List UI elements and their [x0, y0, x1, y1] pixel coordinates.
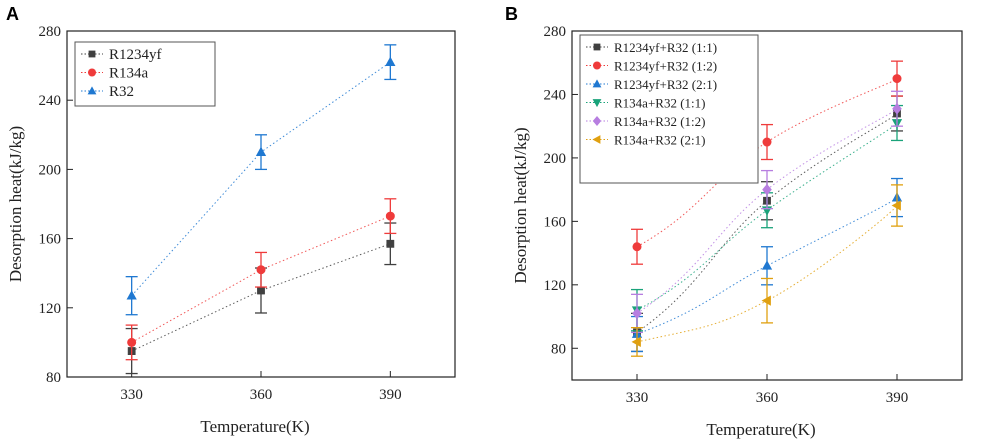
- y-tick-label-b-280: 280: [544, 24, 567, 40]
- data-point-b-5-1: [761, 295, 771, 306]
- legend-item-b-2: R1234yf+R32 (2:1): [586, 77, 717, 92]
- chart-panel-a: 80 120 160 200 240 280 330 360 390 Temperature(K)…: [6, 24, 456, 436]
- legend-label-b-2: R1234yf+R32 (2:1): [614, 77, 717, 92]
- y-tick-label-b-200: 200: [544, 151, 567, 167]
- legend-marker-b-5: [592, 135, 601, 144]
- legend-label-a-1: R134a: [109, 66, 149, 82]
- legend-marker-b-2: [592, 79, 602, 88]
- data-point-b-4-2: [892, 103, 902, 115]
- y-axis-title-a: Desorption heat(kJ/kg): [6, 126, 25, 282]
- legend-label-a-2: R32: [109, 84, 134, 100]
- y-tick-label-a-240: 240: [39, 93, 62, 109]
- legend-marker-a-0: [88, 50, 96, 58]
- series-line-b-4: [636, 108, 898, 314]
- legend-marker-b-3: [592, 99, 602, 108]
- y-tick-label-b-160: 160: [544, 214, 567, 230]
- legend-label-b-0: R1234yf+R32 (1:1): [614, 40, 717, 55]
- legend-label-b-4: R134a+R32 (1:2): [614, 114, 705, 129]
- legend-marker-a-2: [87, 86, 97, 95]
- legend-label-b-1: R1234yf+R32 (1:2): [614, 59, 717, 74]
- legend-item-a-2: R32: [81, 84, 134, 100]
- data-point-b-1-1: [762, 137, 772, 147]
- data-point-a-0-1: [257, 286, 265, 295]
- data-point-a-2-0: [126, 290, 137, 300]
- y-axis-title-b: Desorption heat(kJ/kg): [511, 127, 530, 283]
- legend-label-a-0: R1234yf: [109, 47, 162, 63]
- data-point-b-5-2: [891, 200, 901, 211]
- data-point-a-2-2: [385, 56, 396, 67]
- y-tick-label-b-240: 240: [544, 87, 567, 103]
- x-tick-label-b-390: 390: [886, 390, 909, 406]
- y-tick-label-b-80: 80: [551, 341, 566, 357]
- y-tick-label-a-280: 280: [39, 24, 62, 40]
- legend-marker-b-1: [593, 61, 601, 70]
- legend-marker-b-0: [593, 43, 601, 51]
- data-point-b-4-0: [632, 307, 642, 320]
- legend-b: R1234yf+R32 (1:1) R1234yf+R32 (1:2) R1234y…: [579, 34, 759, 184]
- data-point-b-1-2: [892, 74, 902, 84]
- legend-marker-b-4: [592, 116, 602, 126]
- chart-panel-b: 80 120 160 200 240 280 330 360 390 Temperature(K)…: [511, 24, 963, 439]
- data-point-a-0-2: [386, 239, 395, 248]
- series-line-b-1: [636, 78, 898, 248]
- legend-item-a-1: R134a: [81, 66, 149, 82]
- legend-marker-a-1: [88, 68, 96, 77]
- legend-a: R1234yf R134a R32: [74, 41, 216, 107]
- x-axis-title-a: Temperature(K): [200, 417, 309, 436]
- data-point-b-1-0: [632, 242, 642, 252]
- legend-item-b-1: R1234yf+R32 (1:2): [586, 59, 717, 74]
- x-tick-label-a-390: 390: [379, 387, 402, 403]
- legend-item-b-4: R134a+R32 (1:2): [586, 114, 705, 129]
- y-tick-label-a-200: 200: [39, 162, 62, 178]
- y-tick-label-b-120: 120: [544, 278, 567, 294]
- y-tick-label-a-120: 120: [39, 301, 62, 317]
- legend-item-b-0: R1234yf+R32 (1:1): [586, 40, 717, 55]
- data-point-a-1-2: [385, 211, 395, 221]
- x-tick-label-a-360: 360: [250, 387, 273, 403]
- data-point-a-1-1: [256, 265, 266, 275]
- legend-item-b-3: R134a+R32 (1:1): [586, 96, 705, 111]
- x-tick-label-a-330: 330: [120, 387, 143, 403]
- panel-letter-a: A: [6, 4, 19, 24]
- legend-label-b-5: R134a+R32 (2:1): [614, 133, 705, 148]
- y-tick-label-a-160: 160: [39, 232, 62, 248]
- data-point-b-4-1: [762, 183, 772, 196]
- data-point-a-2-1: [255, 146, 267, 156]
- legend-item-a-0: R1234yf: [81, 47, 162, 63]
- data-point-b-5-0: [631, 336, 641, 348]
- y-tick-label-a-80: 80: [46, 370, 61, 386]
- data-point-b-2-1: [761, 260, 773, 270]
- x-tick-label-b-360: 360: [756, 390, 779, 406]
- legend-item-b-5: R134a+R32 (2:1): [586, 133, 705, 148]
- legend-box-b: [579, 34, 759, 184]
- legend-box-a: [74, 41, 216, 107]
- panel-letter-b: B: [505, 4, 518, 24]
- x-tick-label-b-330: 330: [626, 390, 649, 406]
- x-axis-title-b: Temperature(K): [706, 420, 815, 439]
- data-point-a-1-0: [127, 337, 137, 347]
- legend-label-b-3: R134a+R32 (1:1): [614, 96, 705, 111]
